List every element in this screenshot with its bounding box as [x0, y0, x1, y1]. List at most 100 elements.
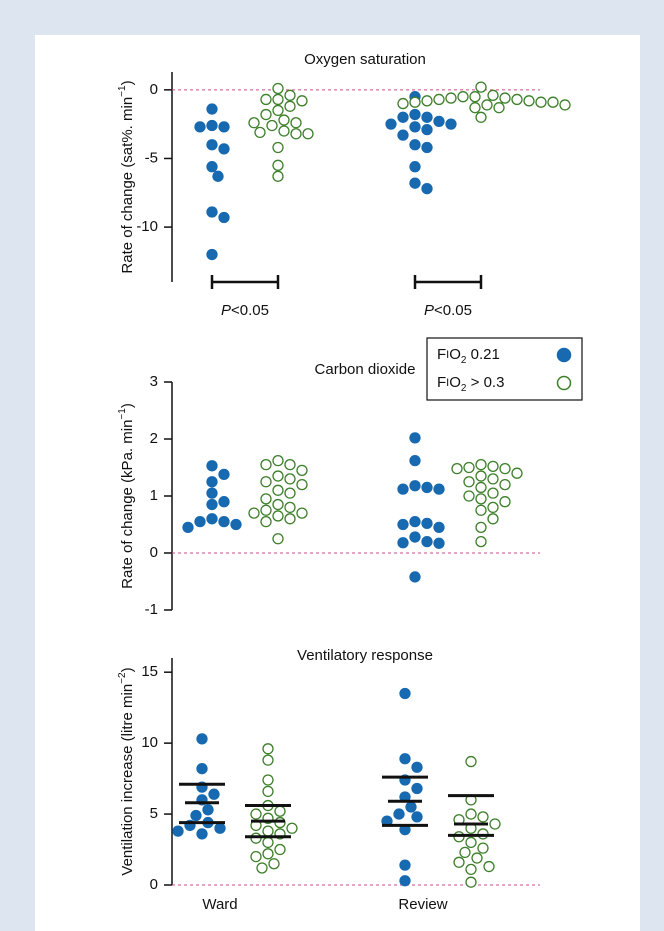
data-point: [463, 461, 475, 474]
data-point: [296, 95, 308, 107]
data-point: [489, 818, 501, 830]
panel: [35, 35, 640, 931]
data-point: [206, 487, 218, 499]
data-point: [286, 822, 298, 834]
data-point: [457, 91, 469, 103]
data-point: [274, 843, 286, 856]
data-point: [475, 81, 487, 93]
data-point: [272, 93, 284, 106]
data-point: [409, 455, 421, 467]
data-point: [302, 128, 314, 140]
data-point: [278, 114, 290, 126]
data-point: [409, 139, 421, 151]
data-point: [421, 183, 433, 195]
x-tick-label: Ward: [202, 896, 237, 913]
data-point: [475, 535, 487, 548]
data-point: [254, 126, 266, 139]
data-point: [250, 850, 262, 863]
data-point: [433, 115, 445, 128]
data-point: [296, 464, 308, 477]
data-point: [399, 875, 411, 887]
data-point: [290, 117, 302, 129]
data-point: [262, 743, 274, 755]
data-point: [218, 496, 230, 508]
data-point: [397, 483, 409, 495]
data-point: [262, 825, 274, 837]
chart-title: Carbon dioxide: [315, 361, 416, 378]
data-point: [260, 458, 272, 471]
data-point: [511, 467, 523, 479]
data-point: [421, 111, 433, 123]
data-point: [397, 97, 409, 110]
data-point: [409, 571, 421, 583]
data-point: [397, 129, 409, 141]
data-point: [487, 487, 499, 499]
data-point: [477, 842, 489, 854]
data-point: [433, 521, 445, 533]
data-point: [475, 111, 487, 123]
data-point: [272, 484, 284, 496]
data-point: [284, 89, 296, 101]
data-point: [475, 493, 487, 505]
data-point: [206, 103, 218, 115]
data-point: [559, 99, 571, 111]
data-point: [190, 809, 202, 822]
data-point: [284, 513, 296, 525]
data-point: [230, 518, 242, 531]
data-point: [487, 513, 499, 525]
data-point: [463, 490, 475, 502]
data-point: [411, 811, 423, 823]
data-point: [260, 493, 272, 505]
legend-marker: [556, 347, 572, 363]
chart-title: Ventilatory response: [297, 647, 433, 664]
data-point: [487, 460, 499, 473]
data-point: [206, 513, 218, 525]
data-point: [465, 836, 477, 849]
data-point: [409, 480, 421, 492]
y-tick-label: 1: [150, 487, 158, 504]
data-point: [483, 860, 495, 873]
data-point: [523, 95, 535, 107]
data-point: [493, 102, 505, 114]
data-point: [272, 470, 284, 482]
data-point: [202, 804, 214, 816]
data-point: [206, 139, 218, 151]
data-point: [218, 143, 230, 155]
data-point: [397, 518, 409, 531]
data-point: [248, 117, 260, 129]
data-point: [260, 504, 272, 516]
data-point: [272, 159, 284, 171]
y-tick-label: 0: [150, 876, 158, 893]
data-point: [397, 111, 409, 123]
data-point: [411, 761, 423, 773]
data-point: [393, 808, 405, 820]
y-tick-label: -1: [145, 601, 158, 618]
y-tick-label: -5: [145, 149, 158, 166]
data-point: [465, 876, 477, 888]
data-point: [206, 206, 218, 218]
data-point: [206, 460, 218, 472]
data-point: [182, 521, 194, 533]
y-tick-label: 2: [150, 430, 158, 447]
y-tick-label: 5: [150, 805, 158, 822]
data-point: [475, 458, 487, 471]
chart-title: Oxygen saturation: [304, 51, 426, 68]
data-point: [499, 496, 511, 508]
data-point: [284, 458, 296, 471]
data-point: [547, 96, 559, 108]
data-point: [475, 504, 487, 516]
y-tick-label: 0: [150, 81, 158, 98]
data-point: [409, 108, 421, 121]
data-point: [218, 516, 230, 528]
data-point: [262, 754, 274, 766]
data-point: [409, 531, 421, 543]
data-point: [399, 687, 411, 700]
data-point: [172, 825, 184, 837]
data-point: [445, 118, 457, 130]
data-point: [469, 102, 481, 114]
data-point: [284, 100, 296, 112]
data-point: [296, 478, 308, 491]
data-point: [214, 822, 226, 834]
annotation: P<0.05: [221, 302, 269, 319]
data-point: [284, 473, 296, 485]
